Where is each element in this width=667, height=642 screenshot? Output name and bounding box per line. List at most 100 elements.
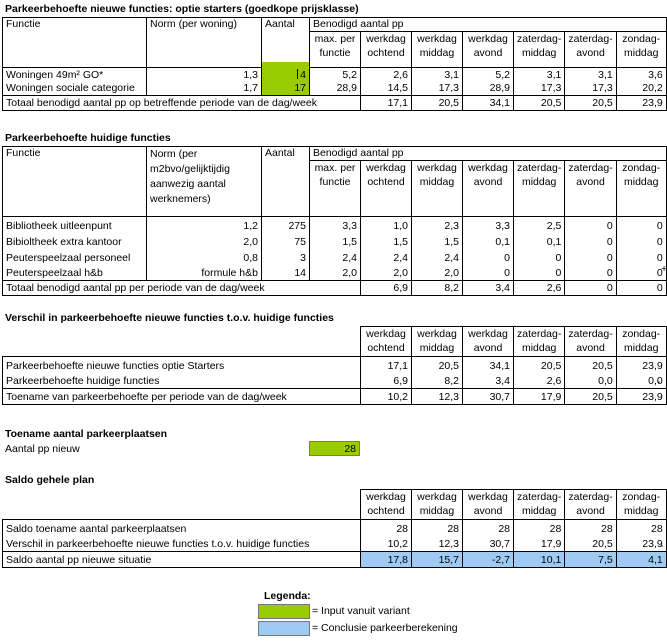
cell: 30,7 [462,535,514,552]
cell: 3,6 [615,67,667,82]
table-row: Bibliotheek uitleenpunt 1,2 275 3,3 1,0 … [2,216,667,233]
header-norm: Norm (per m2bvo/gelijktijdig aanwezig aa… [146,146,262,209]
cell: 1,5 [411,232,463,249]
cell: 28 [564,519,617,536]
cell: 2,6 [512,372,565,389]
table-current-functions: Functie Norm (per m2bvo/gelijktijdig aan… [2,146,667,296]
total-row: Totaal benodigd aantal pp op betreffende… [2,95,667,111]
cell: 30,7 [462,388,514,405]
cell: 23,9 [615,535,667,552]
cell: 17,3 [411,81,463,96]
cell: 2,6 [360,67,412,82]
cell-norm: 1,7 [146,81,262,96]
cell: 23,9 [615,95,667,111]
row-label: Woningen sociale categorie [2,81,147,96]
cell-aantal: 14 [261,264,310,281]
cell: 0 [615,248,667,265]
total-label: Totaal benodigd aantal pp op betreffende… [2,95,361,111]
cell: 8,2 [411,280,463,296]
cell: 3,4 [462,372,514,389]
cell: 20,5 [411,95,463,111]
row-label: Bibliotheek uitleenpunt [2,216,147,233]
period-header: werkdag avond [462,326,514,357]
cell-aantal: 75 [261,232,310,249]
cell: 34,1 [462,356,514,373]
cell: 20,5 [564,356,617,373]
row-label: Saldo aantal pp nieuwe situatie [2,551,361,568]
table-row: Parkeerbehoefte nieuwe functies optie St… [2,356,667,373]
period-header: zaterdag-middag [512,160,565,209]
conclusion-cell: 7,5 [564,551,617,568]
table-row: Toename van parkeerbehoefte per periode … [2,388,667,405]
section-title-balance: Saldo gehele plan [5,474,95,486]
row-label: Peuterspeelzaal personeel [2,248,147,265]
cell: 28,9 [309,81,361,96]
cell: 1,0 [360,216,412,233]
cell: 28 [411,519,463,536]
cell: 6,9 [360,280,412,296]
cell: 2,6 [512,280,565,296]
row-label: Bibioltheek extra kantoor [2,232,147,249]
table-row: Peuterspeelzaal h&b formule h&b 14 2,0 2… [2,264,667,281]
input-cell-aantal[interactable]: 4 [261,67,310,82]
cell: 0,1 [512,232,565,249]
cell: 0 [615,264,667,281]
cell: 0 [615,216,667,233]
text-cursor-icon [297,68,299,79]
cell: 23,9 [615,356,667,373]
period-header: werkdag ochtend [360,160,412,209]
legend-input-swatch [258,604,310,619]
cell-norm: 2,0 [146,232,262,249]
cell: 0 [512,248,565,265]
new-spots-input[interactable]: 28 [309,441,360,456]
period-header: werkdag middag [411,31,463,62]
cell: 20,2 [615,81,667,96]
legend-input-label: = Input vanuit variant [312,605,410,617]
cell: 3,1 [564,67,617,82]
table-row: Parkeerbehoefte huidige functies 6,9 8,2… [2,372,667,389]
period-header: zondag-middag [615,31,667,62]
cell: 6,9 [360,372,412,389]
conclusion-cell: 10,1 [512,551,565,568]
legend-conclusion-swatch [258,621,310,636]
legend-conclusion-label: = Conclusie parkeerberekening [312,622,458,634]
cell: 2,3 [411,216,463,233]
cell: 23,9 [615,388,667,405]
cell: 2,4 [360,248,412,265]
period-header: werkdag middag [411,326,463,357]
input-cell-aantal[interactable]: 17 [261,81,310,96]
cell: 0 [564,280,617,296]
cell: 20,5 [512,95,565,111]
cell: 17,9 [512,388,565,405]
cell: 20,5 [564,388,617,405]
period-header: zaterdag-avond [564,489,617,520]
header-benodigd: Benodigd aantal pp [309,146,667,161]
table-balance: werkdag ochtend werkdag middag werkdag a… [2,489,667,568]
cell: 0 [564,216,617,233]
cell: 12,3 [411,535,463,552]
row-label: Parkeerbehoefte nieuwe functies optie St… [2,356,361,373]
cell: 28 [615,519,667,536]
cell: 28 [360,519,412,536]
table-row: Peuterspeelzaal personeel 0,8 3 2,4 2,4 … [2,248,667,265]
row-label: Woningen 49m² GO* [2,67,147,82]
table-difference: werkdag ochtend werkdag middag werkdag a… [2,326,667,405]
period-header: werkdag middag [411,489,463,520]
cell: 5,2 [309,67,361,82]
period-header: max. per functie [309,31,361,62]
cell: 17,3 [564,81,617,96]
section-title-new-functions: Parkeerbehoefte nieuwe functies: optie s… [5,3,359,15]
cell-norm: 1,2 [146,216,262,233]
table-row: Saldo toename aantal parkeerplaatsen 28 … [2,519,667,536]
cell: 28 [512,519,565,536]
cell: 20,5 [411,356,463,373]
cell: 1,5 [309,232,361,249]
minus-sign: - [660,540,664,552]
header-norm: Norm (per woning) [146,17,262,32]
table-row: Bibioltheek extra kantoor 2,0 75 1,5 1,5… [2,232,667,249]
period-header: werkdag ochtend [360,489,412,520]
row-label: Verschil in parkeerbehoefte nieuwe funct… [2,535,361,552]
cell: 0 [564,248,617,265]
period-header: zaterdag-avond [564,160,617,209]
